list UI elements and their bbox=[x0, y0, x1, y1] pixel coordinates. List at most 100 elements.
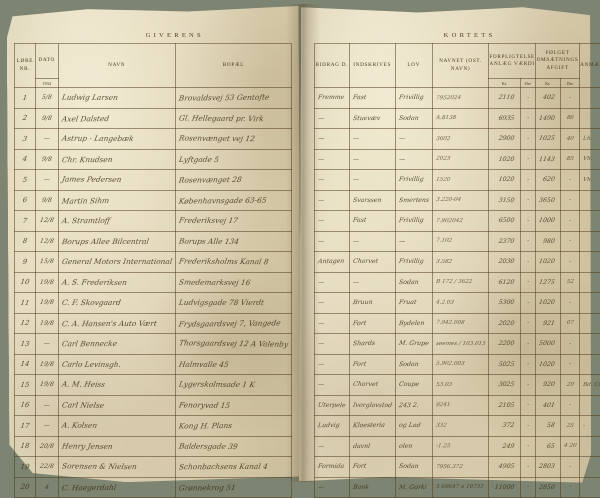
value-bidrag: Formida bbox=[314, 463, 349, 470]
value-lov: Frivillig bbox=[395, 217, 432, 224]
value-navnet: 7.902042 bbox=[432, 218, 489, 224]
subheader-kr-1: Kr. bbox=[489, 79, 520, 88]
value-navnet: 7.102 bbox=[432, 238, 488, 245]
spacer-date bbox=[35, 28, 58, 44]
cell-vaerdi-ore: - bbox=[520, 395, 535, 416]
cell-bopal: Thorsgaardsvej 12 A Valenby bbox=[175, 334, 291, 355]
cell-vaerdi-kr: 4905 bbox=[489, 457, 520, 478]
table-row: 15/8Ludwig LarsenBrovaldsvej 53 Gentofte bbox=[15, 88, 292, 109]
cell-bopal: Grønnekrog 51 bbox=[175, 477, 291, 498]
value-lobe-nr: 6 bbox=[14, 196, 35, 204]
value-lobe-nr: 14 bbox=[14, 360, 35, 368]
value-bidrag: — bbox=[314, 156, 349, 163]
cell-navn: C. A. Hansen's Auto Vært bbox=[58, 313, 175, 334]
value-navnet: 5.902.003 bbox=[432, 361, 488, 367]
value-navn: A. Stramtloff bbox=[58, 216, 176, 225]
cell-afgift-ore: - bbox=[560, 190, 579, 211]
value-lov: 243 2. bbox=[395, 402, 432, 409]
value-bidrag: Fremme bbox=[314, 94, 349, 101]
value-afgift-kr: 980 bbox=[535, 238, 558, 245]
value-bidrag: — bbox=[314, 217, 349, 224]
value-bopal: Frydsgaardsvej 7, Vangede bbox=[175, 318, 292, 328]
cell-afgift-kr: 980 bbox=[535, 231, 560, 252]
cell-navnet: 3602 bbox=[432, 129, 489, 150]
cell-vaerdi-ore: - bbox=[520, 293, 535, 314]
table-row: 5—James PedersenRosenvænget 28 bbox=[15, 170, 292, 191]
cell-navn: Axel Dalsted bbox=[58, 108, 175, 129]
cell-lov: og Lad bbox=[395, 416, 432, 437]
cell-bidrag: — bbox=[315, 272, 350, 293]
cell-anmaerkning bbox=[580, 457, 600, 478]
cell-anmaerkning bbox=[580, 231, 600, 252]
cell-bopal: Frydsgaardsvej 7, Vangede bbox=[175, 313, 291, 334]
value-dato: — bbox=[35, 402, 58, 409]
value-lobe-nr: 13 bbox=[14, 340, 35, 348]
value-navnet: 7956.372 bbox=[432, 464, 489, 470]
value-navn: Axel Dalsted bbox=[58, 113, 176, 123]
cell-afgift-ore: - bbox=[560, 252, 579, 273]
cell-anmaerkning bbox=[580, 395, 600, 416]
cell-navn: C. F. Skovgaard bbox=[58, 293, 175, 314]
value-dato: 19/8 bbox=[35, 320, 58, 327]
value-afgift-ore: - bbox=[560, 402, 579, 408]
cell-bidrag: — bbox=[315, 436, 350, 457]
value-bidrag: — bbox=[314, 361, 349, 368]
value-lobe-nr: 5 bbox=[14, 176, 35, 184]
cell-lobe-nr: 1 bbox=[15, 88, 36, 109]
cell-afgift-ore: - bbox=[560, 477, 579, 498]
value-navn: A. M. Heiss bbox=[58, 380, 176, 390]
table-row: —CharvetCoupe53.033025-92020Bd. Corso bbox=[315, 375, 600, 396]
value-vaerdi-kr: 2200 bbox=[489, 340, 518, 347]
header-dato-year: 1934 bbox=[35, 79, 58, 88]
cell-afgift-kr: 5000 bbox=[535, 334, 560, 355]
cell-vaerdi-ore: - bbox=[520, 149, 535, 170]
value-bidrag: — bbox=[314, 238, 349, 245]
value-bopal: Fenoryvad 15 bbox=[175, 400, 292, 410]
value-vaerdi-kr: 4905 bbox=[489, 463, 518, 470]
value-vaerdi-ore: - bbox=[520, 423, 535, 429]
value-afgift-kr: 2803 bbox=[535, 463, 558, 470]
cell-dato: 12/8 bbox=[35, 231, 58, 252]
value-navnet: -1.25 bbox=[432, 443, 489, 450]
value-afgift-ore: - bbox=[560, 197, 579, 203]
cell-anmaerkning bbox=[580, 313, 600, 334]
subheader-kr-2: Kr. bbox=[535, 79, 560, 88]
left-table-body: 15/8Ludwig LarsenBrovaldsvej 53 Gentofte… bbox=[15, 88, 292, 498]
cell-lobe-nr: 15 bbox=[15, 375, 36, 396]
cell-afgift-kr: 1020 bbox=[535, 293, 560, 314]
cell-lov: Bydelen bbox=[395, 313, 432, 334]
cell-lov: Sodan bbox=[395, 272, 432, 293]
value-lobe-nr: 12 bbox=[14, 319, 35, 327]
cell-vaerdi-ore: - bbox=[520, 190, 535, 211]
cell-afgift-ore: 20 bbox=[560, 375, 579, 396]
cell-vaerdi-ore: - bbox=[520, 457, 535, 478]
cell-lobe-nr: 12 bbox=[15, 313, 36, 334]
cell-bidrag: Antagen bbox=[315, 252, 350, 273]
value-dato: 9/8 bbox=[35, 156, 58, 163]
cell-lobe-nr: 10 bbox=[15, 272, 36, 293]
cell-vaerdi-ore: - bbox=[520, 231, 535, 252]
value-bopal: Ludvigsgade 78 Vierdt bbox=[175, 298, 292, 307]
cell-dato: 5/8 bbox=[35, 88, 58, 109]
cell-vaerdi-ore: - bbox=[520, 313, 535, 334]
value-bopal: Halmvalle 45 bbox=[175, 360, 292, 369]
value-navn: Borups Allee Bilcentral bbox=[58, 237, 176, 246]
cell-dato: 4 bbox=[35, 477, 58, 498]
ruled-sheet: GIVERENS Løbe Nr. Dato Navn Bopæl 1934 1… bbox=[8, 4, 592, 482]
cell-anmaerkning bbox=[580, 108, 600, 129]
value-bopal: Københavnsgade 63-65 bbox=[175, 195, 292, 205]
header-vaerdi: Forpligtelse Anlæg Værdi bbox=[489, 44, 536, 79]
value-navn: C. F. Skovgaard bbox=[58, 298, 176, 307]
cell-indskrives: davnl bbox=[349, 436, 395, 457]
value-lobe-nr: 1 bbox=[14, 94, 35, 102]
value-navnet: 3.582 bbox=[432, 259, 488, 265]
table-row: 812/8Borups Allee BilcentralBorups Alle … bbox=[15, 231, 292, 252]
table-row: 13—Carl BenneckeThorsgaardsvej 12 A Vale… bbox=[15, 334, 292, 355]
header-afgift: Følget Omsætnings afgift bbox=[535, 44, 579, 79]
value-bidrag: — bbox=[314, 381, 349, 388]
value-lov: Sodan bbox=[395, 463, 432, 470]
cell-lov: — bbox=[395, 129, 432, 150]
value-indskrives: — bbox=[349, 279, 395, 286]
cell-bopal: Københavnsgade 63-65 bbox=[175, 190, 291, 211]
value-bidrag: — bbox=[314, 484, 349, 491]
